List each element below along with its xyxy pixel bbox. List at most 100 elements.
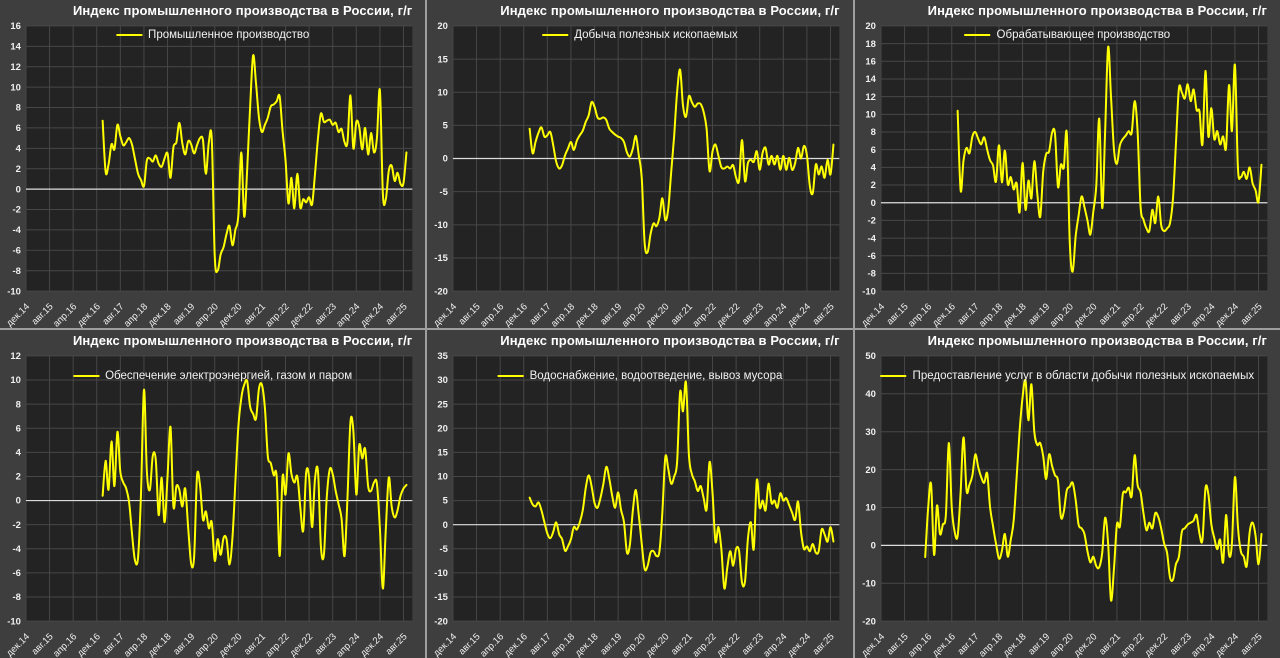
svg-text:апр.24: апр.24	[334, 301, 362, 328]
svg-text:10: 10	[438, 87, 449, 98]
svg-text:авг.25: авг.25	[1238, 631, 1264, 657]
svg-text:апр.20: апр.20	[1047, 301, 1075, 328]
svg-text:4: 4	[870, 163, 876, 174]
line-chart-plot: дек.14авг.15апр.16дек.16авг.17апр.18дек.…	[4, 21, 413, 328]
legend-line-swatch	[880, 375, 907, 377]
chart-panel-mining: Индекс промышленного производства в Росс…	[427, 0, 853, 328]
legend: Водоснабжение, водоотведение, вывоз мусо…	[497, 370, 783, 382]
svg-text:апр.22: апр.22	[1118, 631, 1146, 658]
svg-text:авг.25: авг.25	[1238, 301, 1264, 327]
svg-text:дек.22: дек.22	[1142, 301, 1170, 328]
svg-text:-10: -10	[435, 568, 449, 579]
svg-text:14: 14	[10, 42, 21, 53]
svg-text:дек.18: дек.18	[573, 631, 601, 658]
line-chart-plot: дек.14авг.15апр.16дек.16авг.17апр.18дек.…	[859, 21, 1268, 328]
svg-text:8: 8	[16, 103, 21, 114]
line-chart-plot: дек.14авг.15апр.16дек.16авг.17апр.18дек.…	[432, 351, 840, 658]
legend: Обрабатывающее производство	[964, 29, 1170, 41]
svg-text:авг.25: авг.25	[384, 631, 410, 657]
svg-text:дек.16: дек.16	[930, 301, 958, 328]
chart-panel-mining-services: Индекс промышленного производства в Росс…	[854, 330, 1280, 658]
chart-title: Индекс промышленного производства в Росс…	[927, 333, 1267, 348]
svg-text:8: 8	[16, 399, 21, 410]
svg-text:20: 20	[438, 21, 449, 32]
svg-text:-20: -20	[435, 286, 449, 297]
svg-text:-6: -6	[867, 251, 875, 262]
svg-text:дек.24: дек.24	[1213, 301, 1241, 328]
svg-text:дек.24: дек.24	[786, 631, 814, 658]
svg-text:апр.16: апр.16	[906, 301, 934, 328]
svg-text:4: 4	[16, 144, 22, 155]
svg-text:20: 20	[865, 21, 876, 32]
svg-text:4: 4	[16, 448, 22, 459]
svg-text:6: 6	[16, 423, 21, 434]
svg-text:16: 16	[10, 21, 21, 32]
svg-text:дек.18: дек.18	[1001, 301, 1029, 328]
svg-text:апр.16: апр.16	[478, 301, 506, 328]
legend-label: Обеспечение электроэнергией, газом и пар…	[105, 370, 353, 382]
svg-text:15: 15	[438, 54, 449, 65]
svg-text:авг.25: авг.25	[811, 631, 837, 657]
svg-text:30: 30	[865, 427, 876, 438]
svg-text:-4: -4	[13, 544, 22, 555]
svg-text:-15: -15	[435, 253, 449, 264]
svg-text:дек.18: дек.18	[146, 301, 174, 328]
chart-title: Индекс промышленного производства в Росс…	[927, 3, 1267, 18]
svg-text:40: 40	[865, 389, 876, 400]
svg-text:15: 15	[438, 448, 449, 459]
svg-text:дек.24: дек.24	[1213, 631, 1241, 658]
svg-text:-10: -10	[862, 286, 876, 297]
svg-text:14: 14	[865, 74, 876, 85]
svg-text:10: 10	[865, 110, 876, 121]
svg-text:-2: -2	[13, 205, 21, 216]
svg-text:дек.16: дек.16	[75, 301, 103, 328]
svg-text:30: 30	[438, 375, 449, 386]
svg-text:апр.24: апр.24	[762, 631, 790, 658]
svg-text:-8: -8	[13, 266, 21, 277]
svg-text:дек.24: дек.24	[358, 631, 386, 658]
svg-text:дек.14: дек.14	[4, 301, 32, 328]
svg-text:дек.22: дек.22	[288, 631, 316, 658]
svg-text:-2: -2	[867, 216, 875, 227]
svg-text:8: 8	[870, 127, 875, 138]
svg-text:апр.22: апр.22	[691, 301, 719, 328]
svg-text:апр.16: апр.16	[478, 631, 506, 658]
legend-line-swatch	[73, 375, 100, 377]
svg-text:-6: -6	[13, 568, 21, 579]
svg-text:дек.24: дек.24	[358, 301, 386, 328]
svg-text:0: 0	[16, 184, 21, 195]
svg-text:-5: -5	[440, 544, 448, 555]
svg-text:дек.18: дек.18	[1001, 631, 1029, 658]
svg-text:апр.16: апр.16	[906, 631, 934, 658]
svg-text:12: 12	[10, 351, 21, 362]
svg-text:12: 12	[865, 92, 876, 103]
legend-line-swatch	[497, 375, 524, 377]
svg-text:дек.20: дек.20	[217, 301, 245, 328]
legend-line-swatch	[116, 34, 143, 36]
chart-panel-industrial-production: Индекс промышленного производства в Росс…	[0, 0, 426, 328]
svg-text:дек.14: дек.14	[432, 301, 460, 328]
svg-text:20: 20	[865, 465, 876, 476]
svg-text:апр.18: апр.18	[122, 301, 150, 328]
svg-text:-8: -8	[867, 269, 875, 280]
svg-text:дек.14: дек.14	[859, 631, 887, 658]
svg-text:апр.20: апр.20	[193, 631, 221, 658]
svg-text:дек.14: дек.14	[859, 301, 887, 328]
svg-text:апр.22: апр.22	[263, 631, 291, 658]
svg-text:-10: -10	[7, 616, 21, 627]
chart-title: Индекс промышленного производства в Росс…	[500, 3, 840, 18]
legend-label: Предоставление услуг в области добычи по…	[912, 370, 1255, 382]
svg-text:-4: -4	[13, 225, 22, 236]
svg-text:дек.22: дек.22	[715, 631, 743, 658]
line-chart-plot: дек.14авг.15апр.16дек.16авг.17апр.18дек.…	[4, 351, 413, 658]
svg-text:-2: -2	[13, 520, 21, 531]
svg-text:-20: -20	[435, 616, 449, 627]
svg-text:апр.16: апр.16	[51, 631, 79, 658]
svg-text:0: 0	[16, 496, 21, 507]
svg-text:апр.22: апр.22	[1118, 301, 1146, 328]
legend: Промышленное производство	[116, 29, 309, 41]
svg-text:2: 2	[16, 164, 21, 175]
legend-label: Водоснабжение, водоотведение, вывоз мусо…	[529, 370, 783, 382]
svg-text:дек.16: дек.16	[503, 631, 531, 658]
